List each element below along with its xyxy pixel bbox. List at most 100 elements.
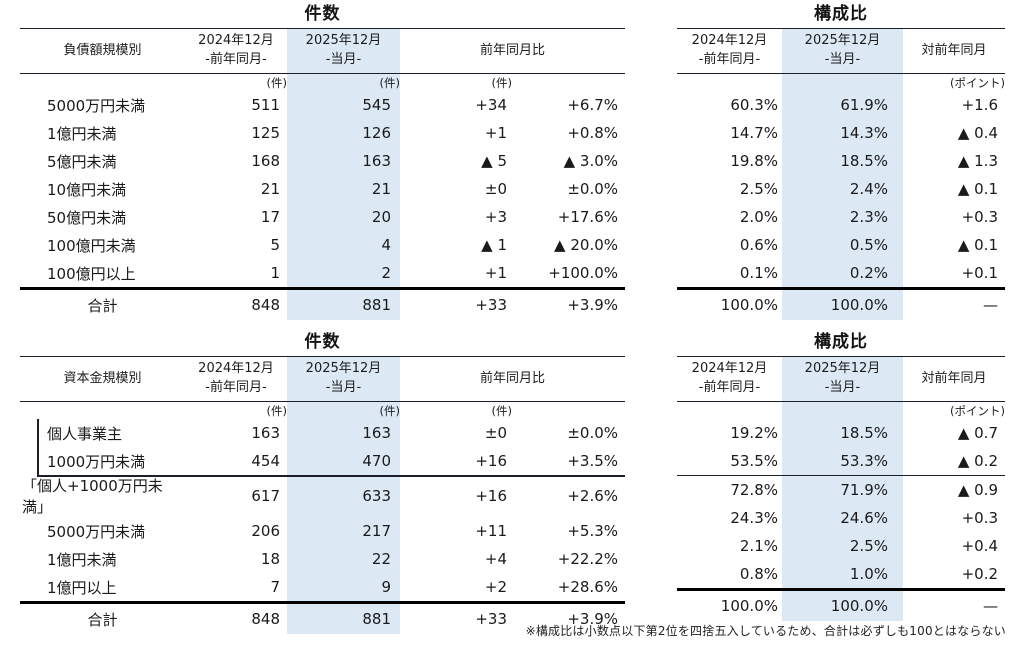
cell-prev: 14.7%	[730, 124, 778, 142]
cell-prev: 18	[260, 550, 280, 568]
table-title-count: 件数	[304, 332, 341, 352]
cell-cur: 9	[287, 573, 400, 603]
cell-label: 10億円未満	[47, 180, 127, 199]
column-header-current-month: 2025年12月 -当月-	[782, 356, 903, 402]
table-row: 1億円以上 7 9 +2 +28.6%	[20, 573, 625, 603]
cell-cur: 24.6%	[782, 504, 903, 532]
unit-row: (件) (件) (件)	[20, 73, 625, 91]
column-header-yoy: 前年同月比	[400, 28, 626, 74]
cell-cur: 2.5%	[782, 532, 903, 560]
unit-row: (ポイント)	[677, 73, 1005, 91]
cell-diff: +1	[484, 124, 507, 142]
cell-total-label: 合計	[20, 287, 185, 320]
cell-prev: 100.0%	[677, 588, 782, 621]
cell-cur: 14.3%	[782, 119, 903, 147]
cell-prev: 17	[260, 208, 280, 226]
table-row: 2.0% 2.3% +0.3	[677, 203, 1005, 231]
cell-label: 個人事業主	[47, 424, 123, 443]
column-header-prev-month: 2024年12月 -前年同月-	[677, 356, 782, 402]
cell-cur: 163	[287, 147, 400, 175]
cell-diff: +0.4	[961, 537, 998, 555]
cell-diff: ±0	[484, 180, 507, 198]
column-header-vs-prev-year: 対前年同月	[903, 28, 1005, 74]
column-header-yoy: 前年同月比	[400, 356, 626, 402]
cell-prev: 19.2%	[730, 424, 778, 442]
cell-diff: ▲ 0.9	[957, 481, 998, 499]
cell-diff: ▲ 0.1	[957, 180, 998, 198]
cell-cur: 2.4%	[782, 175, 903, 203]
cell-prev: 0.1%	[739, 264, 778, 282]
column-header-current-month: 2025年12月 -当月-	[287, 28, 400, 74]
cell-pct: ±0.0%	[567, 424, 619, 442]
cell-diff: +2	[484, 578, 507, 596]
table-title-ratio: 構成比	[814, 4, 868, 24]
cell-diff: ▲ 0.4	[957, 124, 998, 142]
table-row: 60.3% 61.9% +1.6	[677, 91, 1005, 119]
unit-row: (件) (件) (件)	[20, 401, 625, 419]
cell-cur: 100.0%	[782, 287, 903, 320]
cell-prev: 454	[251, 452, 280, 470]
table-row: 1億円未満 125 126 +1 +0.8%	[20, 119, 625, 147]
table-row: 100億円以上 1 2 +1 +100.0%	[20, 259, 625, 289]
cell-cur: 20	[287, 203, 400, 231]
cell-pct: +17.6%	[557, 208, 619, 226]
cell-pct: +6.7%	[567, 96, 619, 114]
total-row: 100.0% 100.0% —	[677, 588, 1005, 621]
group-bracket-line	[37, 419, 39, 476]
unit-label: (件)	[287, 401, 400, 419]
cell-label: 5億円未満	[47, 152, 117, 171]
table-row: 5億円未満 168 163 ▲ 5 ▲ 3.0%	[20, 147, 625, 175]
cell-prev: 2.5%	[739, 180, 778, 198]
cell-cur: 21	[287, 175, 400, 203]
table-row: 2.1% 2.5% +0.4	[677, 532, 1005, 560]
cell-pct: +100.0%	[548, 264, 619, 282]
header-row: 負債額規模別 2024年12月 -前年同月- 2025年12月 -当月- 前年同月比	[20, 28, 626, 74]
cell-label: 5000万円未満	[47, 522, 146, 541]
cell-pct: +0.8%	[567, 124, 619, 142]
cell-diff: ▲ 0.7	[957, 424, 998, 442]
cell-diff: +33	[400, 601, 512, 634]
cell-diff: +0.3	[961, 509, 998, 527]
cell-cur: 881	[287, 601, 400, 634]
cell-label: 1億円以上	[47, 578, 117, 597]
cell-label: 「個人+1000万円未満」	[22, 477, 163, 516]
table-row: 0.8% 1.0% +0.2	[677, 560, 1005, 590]
cell-prev: 0.6%	[739, 236, 778, 254]
cell-prev: 848	[185, 601, 287, 634]
cell-prev: 7	[270, 578, 280, 596]
table-row: 5000万円未満 511 545 +34 +6.7%	[20, 91, 625, 119]
cell-cur: 22	[287, 545, 400, 573]
cell-label: 100億円以上	[47, 264, 136, 283]
cell-diff: ▲ 0.1	[957, 236, 998, 254]
column-header-vs-prev-year: 対前年同月	[903, 356, 1005, 402]
cell-cur: 881	[287, 287, 400, 320]
cell-prev: 163	[251, 424, 280, 442]
cell-prev: 72.8%	[730, 481, 778, 499]
table-row: 個人事業主 163 163 ±0 ±0.0%	[20, 419, 625, 447]
cell-pct: ▲ 20.0%	[554, 236, 619, 254]
total-row: 合計 848 881 +33 +3.9%	[20, 601, 626, 634]
cell-cur: 470	[287, 447, 400, 475]
table-row: 0.6% 0.5% ▲ 0.1	[677, 231, 1005, 259]
column-header-current-month: 2025年12月 -当月-	[287, 356, 400, 402]
cell-diff: ▲ 5	[481, 152, 507, 170]
column-header-debt-scale: 負債額規模別	[20, 28, 185, 74]
capital-count-grid: 資本金規模別 2024年12月 -前年同月- 2025年12月 -当月- 前年同月比…	[20, 356, 626, 634]
cell-cur: 18.5%	[782, 419, 903, 447]
cell-diff: +1	[484, 264, 507, 282]
table-title-ratio: 構成比	[814, 332, 868, 352]
cell-cur: 0.2%	[782, 259, 903, 289]
cell-cur: 126	[287, 119, 400, 147]
unit-label: (件)	[266, 403, 287, 418]
cell-diff: +4	[484, 550, 507, 568]
table-title-count: 件数	[304, 4, 341, 24]
cell-pct: +22.2%	[557, 550, 619, 568]
cell-cur: 633	[287, 475, 400, 517]
unit-label: (件)	[491, 75, 512, 90]
cell-label: 1億円未満	[47, 124, 117, 143]
cell-total-label: 合計	[20, 601, 185, 634]
cell-label: 100億円未満	[47, 236, 136, 255]
cell-diff: —	[903, 588, 1005, 621]
footnote: ※構成比は小数点以下第2位を四捨五入しているため、合計は必ずしも100とはならな…	[525, 624, 1006, 638]
cell-pct: +3.5%	[567, 452, 619, 470]
